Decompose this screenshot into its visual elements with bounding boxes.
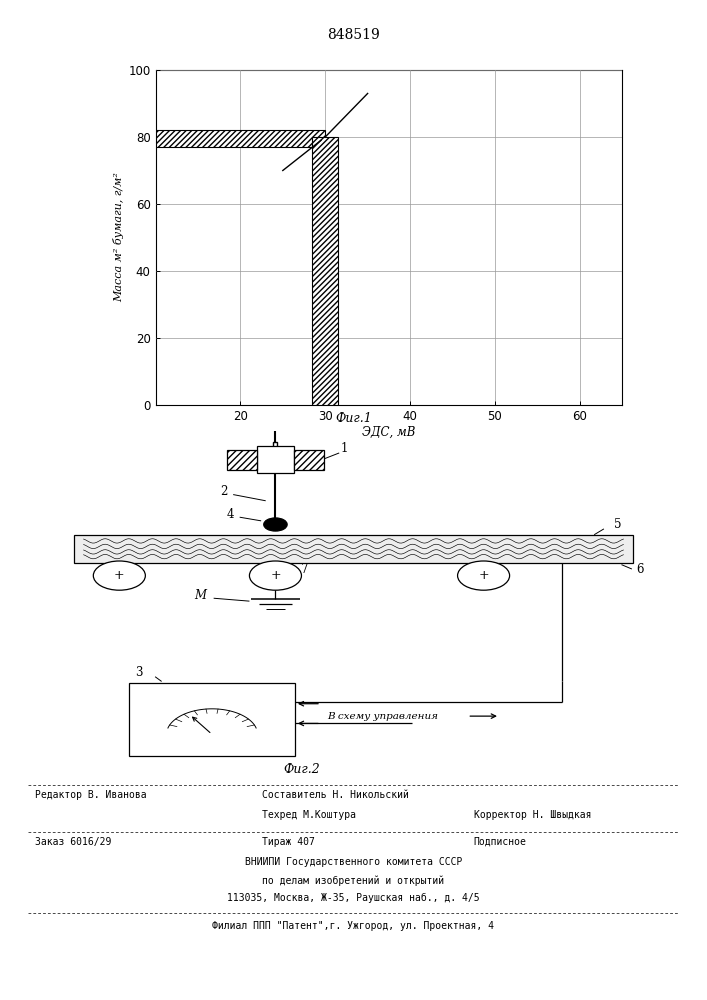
Bar: [257, 446, 293, 473]
Text: Техред М.Коштура: Техред М.Коштура: [262, 810, 356, 820]
Text: Фиг.2: Фиг.2: [283, 763, 320, 776]
Bar: [156, 130, 325, 147]
Text: +: +: [114, 569, 124, 582]
Bar: [312, 137, 338, 405]
Text: М: М: [194, 589, 206, 602]
Text: Фиг.1: Фиг.1: [335, 412, 372, 425]
Text: ВНИИПИ Государственного комитета СССР: ВНИИПИ Государственного комитета СССР: [245, 857, 462, 867]
Text: 113035, Москва, Ж-35, Раушская наб., д. 4/5: 113035, Москва, Ж-35, Раушская наб., д. …: [227, 893, 480, 903]
Text: 7: 7: [301, 563, 309, 576]
Text: 2: 2: [220, 485, 228, 498]
Text: Тираж 407: Тираж 407: [262, 837, 315, 847]
Text: 4: 4: [227, 508, 234, 521]
Bar: [293, 450, 325, 470]
X-axis label: ЭДС, мВ: ЭДС, мВ: [362, 426, 416, 439]
Bar: [129, 683, 295, 756]
Circle shape: [250, 561, 301, 590]
Bar: [274, 442, 277, 448]
Text: 848519: 848519: [327, 28, 380, 42]
Text: по делам изобретений и открытий: по делам изобретений и открытий: [262, 875, 445, 886]
Text: 6: 6: [636, 563, 644, 576]
Text: Заказ 6016/29: Заказ 6016/29: [35, 837, 112, 847]
Text: Редактор В. Иванова: Редактор В. Иванова: [35, 790, 147, 800]
Circle shape: [264, 518, 287, 531]
Text: +: +: [270, 569, 281, 582]
Text: Корректор Н. Швыдкая: Корректор Н. Швыдкая: [474, 810, 591, 820]
Text: +: +: [478, 569, 489, 582]
Text: В схему управления: В схему управления: [327, 712, 438, 721]
Text: 5: 5: [614, 518, 621, 531]
Text: Филиал ППП "Патент",г. Ужгород, ул. Проектная, 4: Филиал ППП "Патент",г. Ужгород, ул. Прое…: [213, 921, 494, 931]
Bar: [227, 450, 257, 470]
Text: Составитель Н. Никольский: Составитель Н. Никольский: [262, 790, 409, 800]
Circle shape: [457, 561, 510, 590]
Text: 1: 1: [341, 442, 348, 454]
Circle shape: [93, 561, 146, 590]
Bar: [74, 535, 633, 563]
Y-axis label: Масса м² бумаги, г/м²: Масса м² бумаги, г/м²: [113, 173, 124, 302]
Text: 3: 3: [136, 666, 143, 679]
Text: Подписное: Подписное: [474, 837, 527, 847]
